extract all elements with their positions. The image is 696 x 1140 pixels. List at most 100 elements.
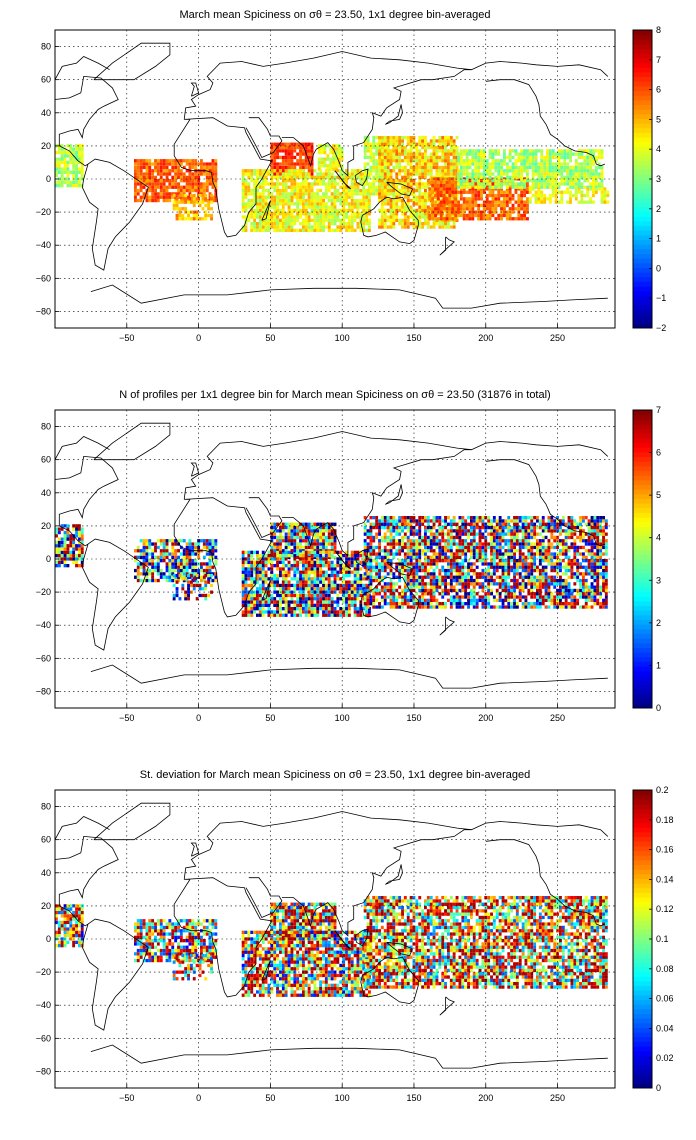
heatmap-cell — [511, 207, 515, 211]
heatmap-cell — [468, 185, 472, 189]
heatmap-cell — [313, 577, 317, 581]
heatmap-cell — [136, 175, 140, 180]
heatmap-cell — [270, 185, 274, 189]
heatmap-cell — [409, 155, 413, 160]
heatmap-cell — [139, 175, 143, 180]
heatmap-cell — [276, 522, 279, 526]
heatmap-cell — [316, 603, 320, 608]
heatmap-cell — [319, 554, 323, 558]
heatmap-cell — [299, 188, 302, 193]
heatmap-cell — [148, 545, 152, 550]
heatmap-cell — [330, 522, 334, 526]
heatmap-cell — [261, 182, 265, 186]
heatmap-cell — [592, 162, 595, 166]
heatmap-cell — [368, 567, 371, 571]
heatmap-cell — [503, 207, 506, 211]
heatmap-cell — [383, 218, 387, 223]
heatmap-cell — [327, 564, 331, 568]
heatmap-cell — [281, 212, 285, 216]
heatmap-cell — [78, 544, 81, 548]
heatmap-cell — [316, 218, 320, 223]
heatmap-cell — [284, 202, 288, 206]
heatmap-cell — [185, 572, 189, 576]
heatmap-cell — [480, 190, 483, 194]
heatmap-cell — [261, 567, 265, 571]
heatmap-cell — [520, 207, 524, 211]
heatmap-cell — [474, 197, 478, 201]
heatmap-cell — [139, 565, 143, 569]
heatmap-cell — [380, 152, 384, 156]
heatmap-cell — [182, 165, 186, 170]
heatmap-cell — [426, 142, 430, 146]
heatmap-cell — [378, 578, 381, 583]
heatmap-cell — [250, 225, 254, 229]
heatmap-cell — [273, 597, 277, 601]
heatmap-cell — [439, 213, 443, 218]
heatmap-cell — [276, 222, 279, 226]
heatmap-cell — [574, 197, 578, 201]
heatmap-cell — [302, 172, 305, 176]
heatmap-cell — [310, 522, 314, 526]
heatmap-cell — [75, 527, 78, 531]
heatmap-cell — [276, 218, 279, 223]
heatmap-cell — [383, 172, 387, 176]
heatmap-cell — [465, 190, 469, 194]
heatmap-cell — [181, 583, 185, 588]
heatmap-cell — [439, 193, 443, 198]
heatmap-cell — [134, 192, 137, 196]
heatmap-cell — [302, 539, 305, 543]
heatmap-cell — [560, 165, 564, 170]
heatmap-cell — [159, 552, 163, 556]
heatmap-cell — [500, 190, 503, 194]
heatmap-cell — [454, 184, 458, 188]
heatmap-cell — [491, 162, 495, 166]
heatmap-cell — [482, 182, 486, 186]
heatmap-cell — [345, 212, 348, 216]
colorbar-swatch — [633, 39, 652, 45]
heatmap-cell — [551, 165, 555, 170]
heatmap-cell — [273, 603, 277, 608]
heatmap-cell — [600, 169, 604, 173]
heatmap-cell — [195, 597, 199, 601]
heatmap-cell — [452, 149, 456, 153]
heatmap-cell — [322, 560, 325, 565]
colorbar-swatch — [633, 258, 652, 264]
heatmap-cell — [327, 208, 331, 213]
heatmap-cell — [372, 588, 376, 593]
heatmap-cell — [256, 172, 259, 176]
heatmap-cell — [339, 550, 343, 555]
heatmap-cell — [444, 208, 447, 213]
heatmap-cell — [560, 182, 564, 186]
heatmap-cell — [151, 562, 155, 566]
heatmap-cell — [474, 187, 478, 191]
heatmap-cell — [75, 164, 78, 168]
heatmap-cell — [60, 160, 64, 165]
heatmap-cell — [276, 165, 279, 170]
heatmap-cell — [447, 155, 450, 160]
heatmap-cell — [369, 165, 373, 170]
heatmap-cell — [412, 188, 416, 193]
heatmap-cell — [362, 212, 366, 216]
heatmap-cell — [57, 164, 61, 168]
heatmap-cell — [261, 564, 265, 568]
heatmap-cell — [287, 169, 291, 173]
heatmap-cell — [441, 139, 445, 143]
heatmap-cell — [494, 162, 498, 166]
heatmap-cell — [508, 213, 512, 218]
heatmap-cell — [174, 552, 178, 556]
heatmap-cell — [261, 195, 265, 199]
heatmap-cell — [431, 180, 435, 185]
heatmap-cell — [362, 195, 366, 199]
heatmap-cell — [168, 562, 172, 566]
heatmap-cell — [177, 539, 180, 543]
heatmap-cell — [339, 597, 343, 601]
heatmap-cell — [369, 562, 373, 566]
heatmap-cell — [267, 597, 271, 601]
heatmap-cell — [188, 169, 192, 173]
heatmap-cell — [508, 179, 512, 183]
heatmap-cell — [319, 169, 323, 173]
heatmap-cell — [342, 192, 346, 196]
heatmap-cell — [192, 197, 196, 201]
heatmap-cell — [273, 218, 277, 223]
heatmap-cell — [395, 145, 399, 150]
